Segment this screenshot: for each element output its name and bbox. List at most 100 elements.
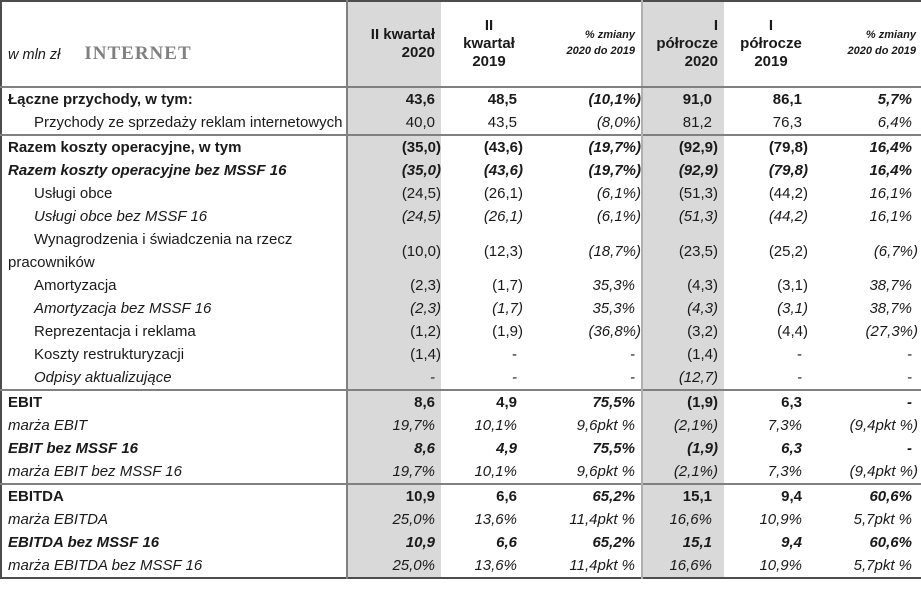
value-cell: - bbox=[724, 366, 818, 390]
value-text: 4,9 bbox=[496, 394, 517, 411]
value-text: 19,7% bbox=[392, 417, 435, 434]
value-cell: 10,1% bbox=[441, 460, 537, 484]
table-row: Przychody ze sprzedaży reklam internetow… bbox=[1, 111, 921, 135]
financial-table: w mln zł INTERNET II kwartał 2020 II kwart… bbox=[0, 0, 921, 579]
value-cell: 86,1 bbox=[724, 87, 818, 111]
value-cell: (18,7%) bbox=[537, 228, 642, 274]
value-cell: (12,7) bbox=[641, 366, 724, 390]
value-text: 65,2% bbox=[592, 488, 635, 505]
value-cell: 5,7pkt % bbox=[818, 554, 921, 578]
value-cell: (43,6) bbox=[441, 134, 537, 159]
column-header: II kwartał 2020 bbox=[346, 1, 441, 88]
value-cell: (44,2) bbox=[724, 205, 818, 228]
value-cell: (4,4) bbox=[724, 320, 818, 343]
value-text: - bbox=[907, 346, 912, 363]
value-cell: 6,3 bbox=[724, 389, 818, 414]
row-label: Razem koszty operacyjne bez MSSF 16 bbox=[8, 162, 287, 179]
value-cell: (24,5) bbox=[346, 182, 441, 205]
value-text: 7,3% bbox=[767, 463, 802, 480]
value-text: 8,6 bbox=[414, 394, 435, 411]
value-text: 10,9% bbox=[759, 511, 802, 528]
value-text: (24,5) bbox=[401, 208, 441, 225]
row-label: EBITDA bbox=[1, 483, 347, 508]
row-label: Amortyzacja bez MSSF 16 bbox=[34, 300, 212, 317]
value-text: 86,1 bbox=[772, 91, 802, 108]
value-text: (27,3%) bbox=[865, 323, 918, 340]
value-cell: 16,4% bbox=[818, 134, 921, 159]
value-cell: 11,4pkt % bbox=[537, 554, 642, 578]
value-text: - bbox=[797, 346, 802, 363]
value-cell: (1,7) bbox=[441, 297, 537, 320]
value-cell: (51,3) bbox=[641, 182, 724, 205]
value-text: 16,1% bbox=[869, 185, 912, 202]
table-row: Amortyzacja bez MSSF 16 (2,3) (1,7) 35,3% (4… bbox=[1, 297, 921, 320]
value-cell: (9,4pkt %) bbox=[818, 414, 921, 437]
value-cell: (35,0) bbox=[346, 134, 441, 159]
value-cell: (92,9) bbox=[641, 134, 724, 159]
table-row: EBITDA bez MSSF 16 10,9 6,6 65,2% 15,1 9,4 60,… bbox=[1, 531, 921, 554]
value-cell: 91,0 bbox=[641, 87, 724, 111]
value-cell: 16,4% bbox=[818, 159, 921, 182]
value-text: (92,9) bbox=[678, 139, 718, 156]
value-cell: - bbox=[441, 366, 537, 390]
value-text: - bbox=[797, 369, 802, 386]
value-text: 11,4pkt % bbox=[569, 557, 635, 574]
value-cell: (1,4) bbox=[641, 343, 724, 366]
value-text: (23,5) bbox=[678, 242, 718, 260]
row-label: marża EBIT bez MSSF 16 bbox=[8, 463, 182, 480]
value-cell: (6,7%) bbox=[818, 228, 921, 274]
value-text: (1,9) bbox=[687, 440, 718, 457]
value-cell: (19,7%) bbox=[537, 159, 642, 182]
value-text: 16,6% bbox=[669, 511, 712, 528]
value-cell: 8,6 bbox=[346, 389, 441, 414]
value-text: (1,4) bbox=[410, 346, 441, 363]
value-cell: 16,6% bbox=[641, 508, 724, 531]
value-cell: 9,6pkt % bbox=[537, 460, 642, 484]
table-row: Koszty restrukturyzacji (1,4) - - (1,4) - - bbox=[1, 343, 921, 366]
value-cell: (26,1) bbox=[441, 182, 537, 205]
value-text: (12,7) bbox=[678, 369, 718, 386]
value-cell: (3,1) bbox=[724, 274, 818, 297]
value-cell: (6,1%) bbox=[537, 205, 642, 228]
value-text: 13,6% bbox=[474, 511, 517, 528]
row-label: Razem koszty operacyjne, w tym bbox=[1, 134, 347, 159]
value-cell: 60,6% bbox=[818, 483, 921, 508]
value-cell: 8,6 bbox=[346, 437, 441, 460]
column-header: II kwartał 2019 bbox=[441, 1, 537, 88]
value-text: (4,3) bbox=[687, 277, 718, 294]
value-cell: (2,1%) bbox=[641, 460, 724, 484]
value-cell: 10,9 bbox=[346, 483, 441, 508]
value-cell: (23,5) bbox=[641, 228, 724, 274]
value-text: 65,2% bbox=[592, 534, 635, 551]
value-cell: (25,2) bbox=[724, 228, 818, 274]
value-cell: (1,2) bbox=[346, 320, 441, 343]
value-text: 9,4 bbox=[781, 534, 802, 551]
value-text: 38,7% bbox=[869, 277, 912, 294]
value-cell: 35,3% bbox=[537, 297, 642, 320]
value-text: (9,4pkt %) bbox=[849, 463, 918, 480]
value-text: (1,7) bbox=[492, 277, 523, 294]
value-cell: 43,5 bbox=[441, 111, 537, 135]
value-cell: (44,2) bbox=[724, 182, 818, 205]
value-cell: 65,2% bbox=[537, 531, 642, 554]
value-cell: 19,7% bbox=[346, 460, 441, 484]
value-cell: 38,7% bbox=[818, 297, 921, 320]
value-text: (3,2) bbox=[687, 323, 718, 340]
value-cell: 5,7% bbox=[818, 87, 921, 111]
value-text: 16,1% bbox=[869, 208, 912, 225]
value-text: (10,1%) bbox=[588, 91, 641, 108]
value-text: (19,7%) bbox=[588, 139, 641, 156]
value-text: 9,6pkt % bbox=[576, 417, 635, 434]
table-row: EBIT 8,6 4,9 75,5% (1,9) 6,3 - bbox=[1, 389, 921, 414]
value-cell: 81,2 bbox=[641, 111, 724, 135]
value-cell: (19,7%) bbox=[537, 134, 642, 159]
value-text: (43,6) bbox=[483, 139, 523, 156]
value-cell: 16,6% bbox=[641, 554, 724, 578]
value-cell: (8,0%) bbox=[537, 111, 642, 135]
value-text: (51,3) bbox=[678, 185, 718, 202]
value-text: (44,2) bbox=[768, 185, 808, 202]
value-cell: 13,6% bbox=[441, 508, 537, 531]
value-text: (6,7%) bbox=[873, 242, 918, 260]
row-label: marża EBIT bbox=[8, 417, 88, 434]
value-cell: 76,3 bbox=[724, 111, 818, 135]
